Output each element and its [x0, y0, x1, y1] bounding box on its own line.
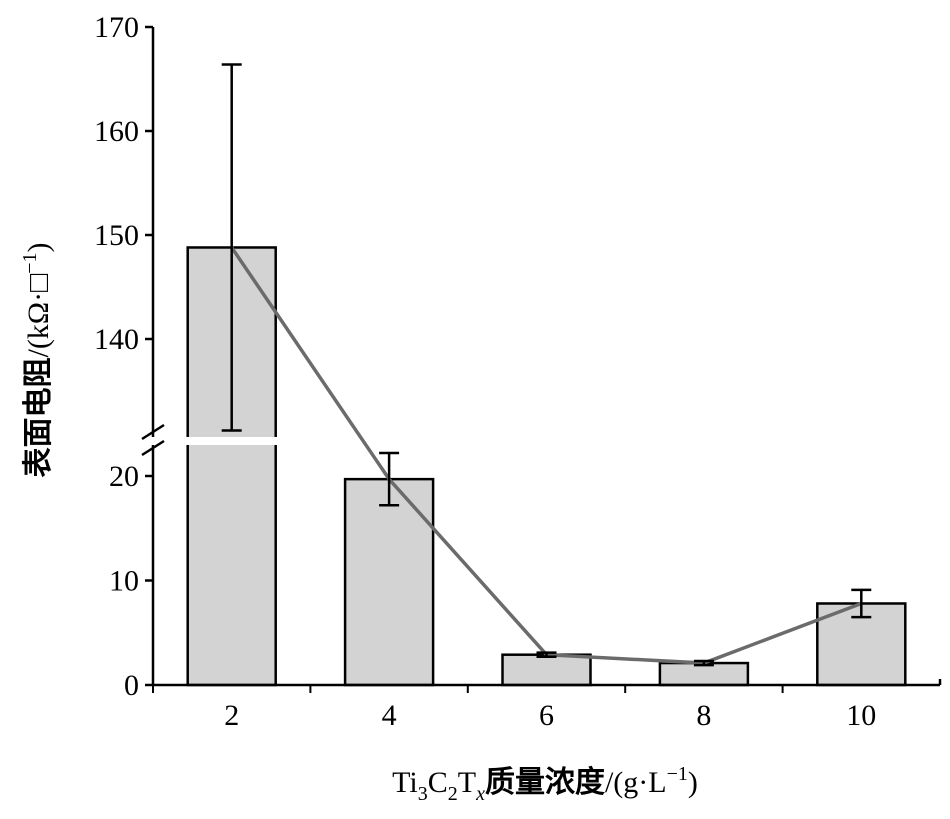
error-bar [221, 63, 242, 432]
bar [501, 653, 592, 687]
y-axis-title-unit-sup: −1 [19, 252, 41, 273]
error-bar [379, 451, 400, 507]
error-bar [536, 651, 557, 659]
y-tick-label: 0 [124, 669, 139, 702]
y-tick-label: 160 [94, 115, 139, 148]
axis-break-mark-bottom [141, 439, 165, 457]
x-axis-title-unit-close: ) [688, 766, 698, 799]
x-axis-title-unit-open: /(g·L [605, 766, 667, 799]
bars-layer [141, 246, 907, 687]
trend-line-layer [230, 246, 862, 665]
x-tick-label: 6 [539, 699, 554, 732]
x-axis-title-cjk: 质量浓度 [485, 765, 605, 800]
x-axis-title-sub1: 3 [418, 783, 428, 805]
y-tick-label: 10 [109, 565, 139, 598]
y-tick-label: 140 [94, 323, 139, 356]
error-bar [693, 659, 714, 667]
trend-line [230, 246, 862, 665]
x-tick-label: 4 [382, 699, 397, 732]
x-axis-title-t: T [458, 766, 476, 799]
y-axis-title: 表面电阻/(kΩ·□−1) [19, 242, 56, 477]
axes-layer [141, 25, 942, 693]
tick-labels-layer: 0 10 20 140 150 160 170 2 4 6 8 10 [94, 11, 876, 732]
axis-break-mark-top [141, 423, 165, 441]
x-tick-label: 2 [224, 699, 239, 732]
x-axis-title: Ti3C2Tx质量浓度/(g·L−1) [392, 763, 698, 805]
error-bars-layer [221, 63, 872, 667]
x-tick-label: 8 [696, 699, 711, 732]
error-bar [851, 588, 872, 619]
x-axis-title-sub2: 2 [448, 783, 458, 805]
x-axis-title-mid: C [428, 766, 448, 799]
x-tick-label: 10 [846, 699, 876, 732]
y-axis-title-cjk: 表面电阻 [21, 358, 56, 478]
x-axis-title-subx: x [475, 783, 485, 805]
x-axis-title-prefix: Ti [392, 766, 418, 799]
axis-break-gap [141, 437, 501, 445]
bar [343, 477, 435, 687]
y-axis-title-unit-open: /(kΩ·□ [22, 273, 55, 358]
y-tick-label: 170 [94, 11, 139, 44]
x-axis-title-unit-sup: −1 [667, 763, 688, 785]
y-tick-label: 20 [109, 460, 139, 493]
y-axis-title-unit-close: ) [22, 242, 55, 252]
y-tick-label: 150 [94, 219, 139, 252]
